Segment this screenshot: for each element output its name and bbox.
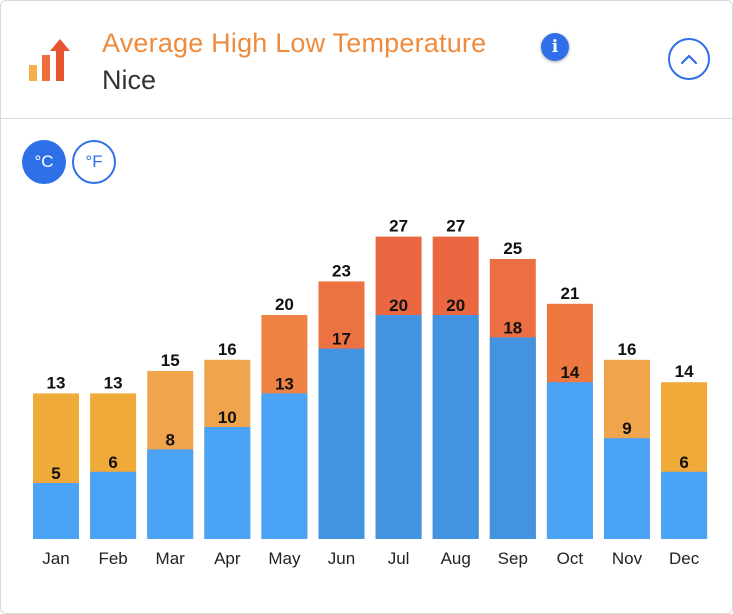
low-bar-dec — [661, 471, 708, 539]
x-tick-label: Apr — [214, 549, 241, 568]
low-value-label: 9 — [622, 419, 631, 438]
high-value-label: 13 — [47, 373, 66, 392]
low-value-label: 20 — [446, 296, 465, 315]
high-value-label: 27 — [389, 217, 408, 236]
low-value-label: 18 — [503, 318, 522, 337]
high-value-label: 25 — [503, 239, 522, 258]
high-value-label: 27 — [446, 217, 465, 236]
low-bar-may — [261, 393, 308, 539]
low-bar-oct — [546, 382, 593, 539]
low-bar-jan — [33, 483, 79, 539]
city-name: Nice — [102, 65, 157, 95]
low-bar-jun — [318, 348, 365, 539]
x-tick-label: Jun — [328, 549, 355, 568]
fahrenheit-toggle[interactable]: °F — [72, 140, 116, 184]
x-tick-label: Dec — [669, 549, 700, 568]
high-value-label: 14 — [675, 362, 694, 381]
high-value-label: 20 — [275, 295, 294, 314]
x-tick-label: Aug — [441, 549, 471, 568]
high-value-label: 23 — [332, 261, 351, 280]
x-tick-label: Feb — [98, 549, 127, 568]
x-tick-label: Jul — [388, 549, 410, 568]
high-value-label: 21 — [560, 284, 579, 303]
temperature-chart: 13 5 Jan 13 6 Feb 15 8 Mar 16 10 Apr 20 13 May 23 17 Jun 2… — [33, 217, 708, 568]
x-tick-label: Nov — [612, 549, 643, 568]
low-value-label: 20 — [389, 296, 408, 315]
low-value-label: 10 — [218, 408, 237, 427]
low-value-label: 5 — [51, 464, 60, 483]
low-value-label: 6 — [679, 453, 688, 472]
x-tick-label: Jan — [42, 549, 69, 568]
celsius-toggle[interactable]: °C — [22, 140, 66, 184]
low-value-label: 6 — [108, 453, 117, 472]
low-bar-jul — [375, 315, 422, 539]
x-tick-label: Oct — [557, 549, 584, 568]
x-tick-label: Mar — [156, 549, 186, 568]
low-value-label: 8 — [165, 430, 174, 449]
low-bar-sep — [489, 337, 536, 539]
x-tick-label: Sep — [498, 549, 528, 568]
low-value-label: 17 — [332, 330, 351, 349]
low-value-label: 13 — [275, 374, 294, 393]
card-header: Average High Low Temperature Nice i — [1, 1, 732, 119]
chevron-up-icon — [680, 54, 698, 65]
high-value-label: 16 — [618, 340, 637, 359]
card-title: Average High Low Temperature — [102, 28, 487, 58]
high-value-label: 16 — [218, 340, 237, 359]
low-bar-aug — [432, 315, 479, 539]
high-value-label: 15 — [161, 351, 180, 370]
low-bar-apr — [204, 427, 251, 539]
high-value-label: 13 — [104, 373, 123, 392]
x-tick-label: May — [268, 549, 301, 568]
collapse-button[interactable] — [668, 38, 710, 80]
low-bar-mar — [147, 449, 194, 539]
low-bar-nov — [604, 438, 650, 539]
temperature-bars-icon — [29, 39, 70, 81]
info-icon[interactable]: i — [541, 33, 569, 61]
low-bar-feb — [90, 471, 137, 539]
low-value-label: 14 — [560, 363, 579, 382]
